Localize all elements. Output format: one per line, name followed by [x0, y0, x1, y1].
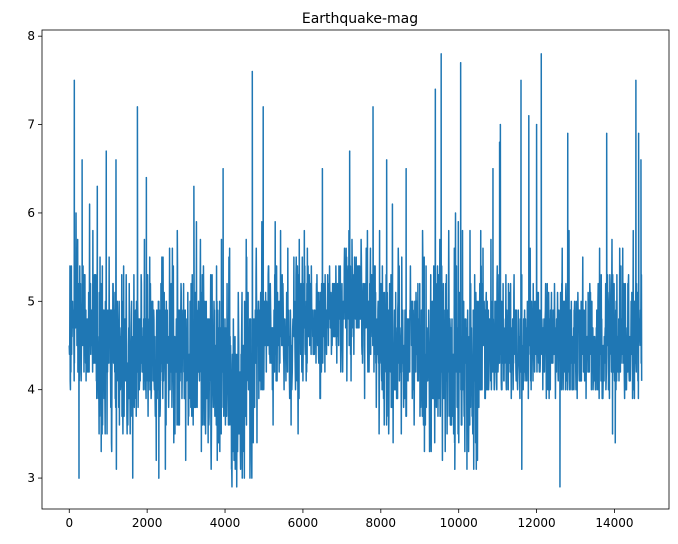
data-point	[386, 159, 388, 161]
data-point	[535, 123, 538, 126]
x-tick-label: 12000	[517, 516, 555, 530]
data-point	[540, 53, 542, 55]
y-tick-label: 7	[27, 118, 35, 132]
data-point	[492, 168, 494, 170]
y-axis: 3 4 5 6 7 8	[27, 29, 42, 485]
x-tick-label: 0	[65, 516, 73, 530]
x-tick-label: 4000	[210, 516, 241, 530]
data-point	[567, 132, 569, 135]
x-tick-label: 14000	[595, 516, 633, 530]
data-point	[73, 79, 75, 81]
x-tick-label: 6000	[288, 516, 319, 530]
data-point	[405, 168, 407, 170]
data-point	[614, 442, 616, 444]
data-point	[521, 468, 523, 470]
data-point	[498, 141, 501, 143]
data-point	[638, 132, 640, 135]
x-tick-label: 8000	[366, 516, 397, 530]
y-tick-label: 5	[27, 294, 35, 308]
plot-series-group	[68, 53, 643, 488]
data-point	[115, 159, 117, 161]
data-point	[251, 70, 253, 73]
data-point	[78, 477, 80, 479]
data-point	[559, 486, 561, 488]
y-tick-label: 3	[27, 471, 35, 485]
series-line	[68, 53, 643, 488]
data-point	[528, 115, 530, 117]
data-point	[321, 168, 323, 170]
data-point	[635, 79, 637, 81]
data-point	[145, 176, 147, 179]
data-point	[640, 159, 642, 161]
data-point	[222, 168, 224, 170]
y-tick-label: 4	[27, 383, 35, 397]
data-point	[158, 477, 160, 479]
data-point	[96, 185, 98, 188]
plot-frame	[41, 29, 670, 510]
y-tick-label: 6	[27, 206, 35, 220]
data-point	[434, 88, 436, 90]
data-point	[81, 159, 83, 161]
data-point	[499, 123, 501, 126]
data-point	[611, 433, 614, 435]
data-point	[460, 62, 462, 64]
data-point	[372, 106, 374, 108]
data-point	[193, 185, 195, 188]
data-point	[440, 53, 442, 55]
data-point	[454, 468, 456, 470]
data-point	[236, 486, 238, 488]
y-tick-label: 8	[27, 29, 35, 43]
x-tick-label: 10000	[440, 516, 478, 530]
data-point	[105, 150, 107, 152]
chart-title: Earthquake-mag	[302, 11, 418, 27]
data-point	[136, 106, 139, 108]
data-point	[349, 150, 351, 152]
data-point	[262, 106, 264, 108]
x-tick-label: 2000	[132, 516, 163, 530]
data-point	[606, 132, 608, 135]
data-point	[520, 79, 522, 81]
x-axis: 0 2000 4000 6000 8000 10000 12000 14000	[65, 509, 634, 530]
